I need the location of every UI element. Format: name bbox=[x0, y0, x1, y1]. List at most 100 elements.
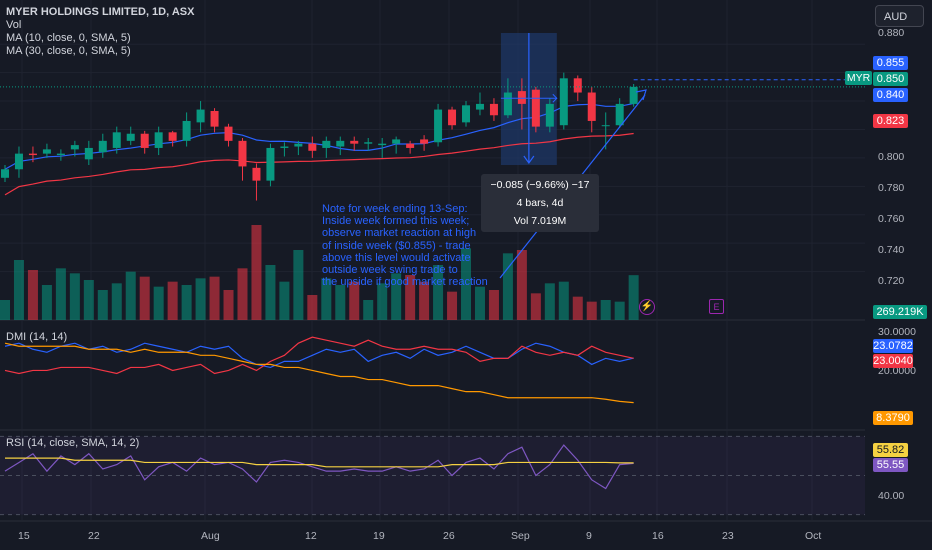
candle-body bbox=[587, 92, 596, 121]
candle-body bbox=[112, 132, 121, 148]
dmi-series bbox=[4, 342, 634, 369]
dmi-tick: 30.0000 bbox=[878, 326, 916, 338]
candle-body bbox=[322, 140, 331, 148]
volume-bar bbox=[488, 290, 499, 320]
measure-arrow-head bbox=[523, 155, 535, 165]
candle-body bbox=[14, 153, 23, 170]
price-tick: 0.800 bbox=[878, 151, 905, 163]
rsi-series bbox=[5, 457, 634, 468]
tooltip-volume: Vol 7.019M bbox=[513, 215, 567, 227]
candle-body bbox=[392, 139, 401, 144]
volume-bar bbox=[181, 285, 192, 320]
volume-bar bbox=[153, 286, 164, 320]
earnings-event-icon[interactable]: E bbox=[709, 299, 724, 314]
date-tick: 23 bbox=[722, 530, 734, 542]
volume-bar bbox=[237, 268, 248, 320]
price-tick: 0.720 bbox=[878, 275, 905, 287]
volume-bar bbox=[265, 265, 276, 320]
candle-body bbox=[266, 147, 275, 181]
note-line: Note for week ending 13-Sep: bbox=[322, 203, 468, 215]
volume-bar bbox=[27, 270, 38, 320]
candle-body bbox=[238, 140, 247, 167]
symbol-price-tag: MYR bbox=[845, 71, 872, 85]
price-tag-high: 0.855 bbox=[873, 56, 908, 70]
volume-bar bbox=[279, 281, 290, 320]
candle-body bbox=[448, 109, 457, 126]
candle-body bbox=[280, 146, 289, 148]
candle-body bbox=[629, 86, 638, 104]
volume-bar bbox=[307, 295, 318, 320]
candle-body bbox=[196, 109, 205, 123]
ma10-legend[interactable]: MA (10, close, 0, SMA, 5) bbox=[6, 32, 131, 44]
symbol-title[interactable]: MYER HOLDINGS LIMITED, 1D, ASX bbox=[6, 6, 195, 18]
volume-bar bbox=[544, 283, 555, 320]
candle-body bbox=[545, 103, 554, 127]
price-tick: 0.760 bbox=[878, 213, 905, 225]
volume-bar bbox=[349, 281, 360, 320]
legend: MYER HOLDINGS LIMITED, 1D, ASX Vol MA (1… bbox=[6, 6, 194, 58]
dmi-pane bbox=[4, 336, 634, 404]
candlesticks bbox=[1, 72, 638, 201]
dmi-legend[interactable]: DMI (14, 14) bbox=[6, 331, 68, 343]
date-tick: Oct bbox=[805, 530, 822, 542]
price-tick: 0.780 bbox=[878, 182, 905, 194]
volume-bar bbox=[111, 283, 122, 320]
volume-bar bbox=[461, 248, 472, 320]
volume-bar bbox=[502, 253, 513, 320]
candle-body bbox=[573, 78, 582, 93]
lightning-icon[interactable]: ⚡ bbox=[639, 299, 655, 315]
measure-horizontal-head bbox=[552, 93, 558, 103]
note-line: the upside if good market reaction bbox=[322, 276, 488, 289]
ma30-legend[interactable]: MA (30, close, 0, SMA, 5) bbox=[6, 45, 131, 57]
volume-bar bbox=[572, 296, 583, 320]
volume-bar bbox=[530, 293, 541, 320]
volume-bar bbox=[55, 268, 66, 320]
trend-arrow-head bbox=[635, 89, 647, 101]
volume-bar bbox=[516, 250, 527, 320]
candle-body bbox=[154, 132, 163, 148]
dmi-tag-minus: 23.0040 bbox=[873, 354, 913, 368]
volume-bar bbox=[41, 285, 52, 320]
candle-body bbox=[210, 111, 219, 127]
measure-tooltip: −0.085 (−9.66%) −17 4 bars, 4d Vol 7.019… bbox=[481, 174, 599, 232]
volume-bar bbox=[614, 301, 625, 320]
volume-bar bbox=[83, 280, 94, 320]
volume-bar bbox=[335, 285, 346, 320]
volume-bar bbox=[419, 281, 430, 320]
rsi-tag-value: 55.55 bbox=[873, 458, 908, 472]
candle-body bbox=[294, 143, 303, 147]
volume-bar bbox=[125, 271, 136, 320]
dmi-series bbox=[4, 342, 634, 404]
candle-body bbox=[615, 103, 624, 126]
candle-body bbox=[503, 92, 512, 116]
candle-body bbox=[434, 109, 443, 143]
candle-body bbox=[28, 153, 37, 156]
candle-body bbox=[1, 169, 9, 178]
currency-button[interactable]: AUD bbox=[875, 5, 924, 27]
volume-bar bbox=[363, 300, 374, 320]
candle-body bbox=[601, 125, 610, 127]
candle-body bbox=[70, 145, 79, 150]
candle-body bbox=[364, 142, 373, 144]
candle-body bbox=[475, 103, 484, 110]
volume-bar bbox=[433, 265, 444, 320]
volume-bar bbox=[167, 281, 178, 320]
volume-tag: 269.219K bbox=[873, 305, 927, 319]
annotation-note[interactable]: Note for week ending 13-Sep: Inside week… bbox=[322, 203, 522, 288]
candle-body bbox=[98, 140, 107, 153]
volume-bar bbox=[251, 225, 262, 320]
volume-bar bbox=[377, 283, 388, 320]
date-tick: 16 bbox=[652, 530, 664, 542]
candle-body bbox=[462, 105, 471, 123]
vol-legend[interactable]: Vol bbox=[6, 19, 22, 31]
candle-body bbox=[126, 133, 135, 141]
price-tag-ma10: 0.840 bbox=[873, 88, 908, 102]
rsi-legend[interactable]: RSI (14, close, SMA, 14, 2) bbox=[6, 437, 140, 449]
candle-body bbox=[140, 133, 149, 148]
candle-body bbox=[517, 91, 526, 104]
rsi-pane bbox=[0, 435, 865, 516]
date-tick: Aug bbox=[201, 530, 220, 542]
candle-body bbox=[420, 139, 429, 144]
